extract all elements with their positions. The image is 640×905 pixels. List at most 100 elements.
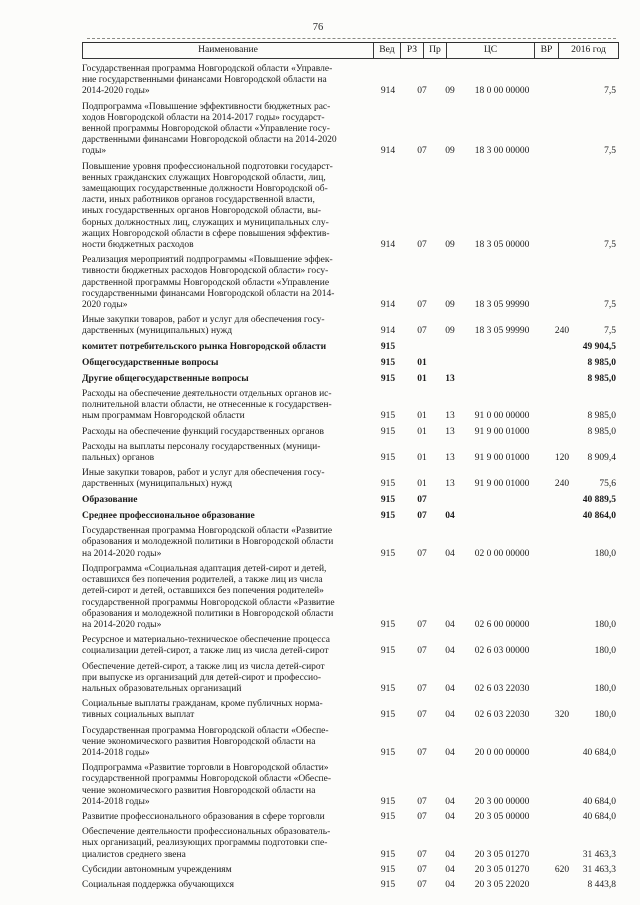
cs-cell: 20 3 05 22020 bbox=[474, 879, 530, 890]
cs-cell: 02 6 03 22030 bbox=[474, 710, 530, 721]
row-name-cell: Государственная программа Новгородской о… bbox=[82, 526, 334, 559]
pr-cell: 09 bbox=[445, 146, 455, 157]
table-row: Обеспечение детей-сирот, а также лиц из … bbox=[82, 662, 619, 696]
amount-cell: 40 684,0 bbox=[582, 747, 616, 758]
pr-cell: 13 bbox=[445, 453, 455, 464]
rz-cell: 07 bbox=[417, 240, 427, 251]
rz-cell: 07 bbox=[417, 300, 427, 311]
cs-cell: 02 0 00 00000 bbox=[474, 548, 530, 559]
amount-cell: 8 985,0 bbox=[587, 358, 617, 369]
col-header-cs: ЦС bbox=[446, 43, 534, 58]
vr-cell: 240 bbox=[554, 326, 570, 337]
pr-cell: 04 bbox=[445, 683, 455, 694]
cs-cell: 20 3 00 00000 bbox=[474, 796, 530, 807]
row-name-cell: Государственная программа Новгородской о… bbox=[82, 725, 329, 758]
row-name-cell: Социальные выплаты гражданам, кроме публ… bbox=[82, 699, 323, 721]
ved-cell: 915 bbox=[380, 619, 396, 630]
rz-cell: 01 bbox=[417, 358, 427, 369]
pr-cell: 13 bbox=[445, 426, 455, 437]
table-row: Расходы на выплаты персоналу государстве… bbox=[82, 442, 619, 464]
rz-cell: 07 bbox=[417, 326, 427, 337]
rz-cell: 07 bbox=[417, 879, 427, 890]
page-number: 76 bbox=[312, 22, 324, 33]
rz-cell: 07 bbox=[417, 864, 427, 875]
amount-cell: 7,5 bbox=[604, 146, 616, 157]
ved-cell: 915 bbox=[380, 411, 396, 422]
table-row: Реализация мероприятий подпрограммы «Пов… bbox=[82, 255, 619, 311]
ved-cell: 915 bbox=[380, 358, 396, 369]
table-row: Иные закупки товаров, работ и услуг для … bbox=[82, 315, 619, 337]
cs-cell: 18 3 05 99990 bbox=[474, 300, 530, 311]
amount-cell: 8 909,4 bbox=[587, 453, 617, 464]
amount-cell: 180,0 bbox=[594, 710, 616, 721]
cs-cell: 18 3 05 00000 bbox=[474, 240, 530, 251]
row-name-cell: Иные закупки товаров, работ и услуг для … bbox=[82, 315, 325, 337]
table-header-row: Наименование Вед РЗ Пр ЦС ВР 2016 год bbox=[82, 38, 619, 59]
row-name-cell: Среднее профессиональное образование bbox=[82, 511, 255, 522]
amount-cell: 180,0 bbox=[594, 548, 616, 559]
ved-cell: 915 bbox=[380, 796, 396, 807]
cs-cell: 18 3 05 99990 bbox=[474, 326, 530, 337]
rz-cell: 07 bbox=[417, 86, 427, 97]
rz-cell: 07 bbox=[417, 495, 427, 506]
pr-cell: 09 bbox=[445, 326, 455, 337]
vr-cell: 620 bbox=[554, 864, 570, 875]
ved-cell: 914 bbox=[380, 240, 396, 251]
amount-cell: 49 904,5 bbox=[582, 342, 616, 353]
table-row: Расходы на обеспечение деятельности отде… bbox=[82, 389, 619, 423]
table-row: Общегосударственные вопросы 915 01 8 985,0 bbox=[82, 358, 619, 369]
ved-cell: 915 bbox=[380, 495, 396, 506]
rz-cell: 07 bbox=[417, 511, 427, 522]
ved-cell: 915 bbox=[380, 811, 396, 822]
row-name-cell: Социальная поддержка обучающихся bbox=[82, 879, 235, 890]
amount-cell: 40 889,5 bbox=[582, 495, 616, 506]
table-row: Подпрограмма «Повышение эффективности бю… bbox=[82, 102, 619, 158]
amount-cell: 7,5 bbox=[604, 86, 616, 97]
ved-cell: 915 bbox=[380, 849, 396, 860]
rz-cell: 07 bbox=[417, 849, 427, 860]
row-name-cell: Расходы на обеспечение деятельности отде… bbox=[82, 389, 332, 422]
cs-cell: 20 3 05 01270 bbox=[474, 864, 530, 875]
ved-cell: 915 bbox=[380, 426, 396, 437]
amount-cell: 8 443,8 bbox=[587, 879, 617, 890]
pr-cell: 04 bbox=[445, 747, 455, 758]
table-row: Социальная поддержка обучающихся 915 07 04 2… bbox=[82, 880, 619, 891]
pr-cell: 04 bbox=[445, 710, 455, 721]
row-name-cell: Ресурсное и материально-техническое обес… bbox=[82, 635, 330, 657]
ved-cell: 915 bbox=[380, 548, 396, 559]
pr-cell: 09 bbox=[445, 240, 455, 251]
pr-cell: 09 bbox=[445, 86, 455, 97]
cs-cell: 91 0 00 00000 bbox=[474, 411, 530, 422]
table-row: Государственная программа Новгородской о… bbox=[82, 726, 619, 760]
row-name-cell: Расходы на выплаты персоналу государстве… bbox=[82, 441, 321, 464]
row-name-cell: Субсидии автономным учреждениям bbox=[82, 864, 232, 875]
rz-cell: 07 bbox=[417, 683, 427, 694]
table-row: Подпрограмма «Социальная адаптация детей… bbox=[82, 564, 619, 631]
pr-cell: 04 bbox=[445, 864, 455, 875]
row-name-cell: Подпрограмма «Социальная адаптация детей… bbox=[82, 563, 335, 630]
amount-cell: 8 985,0 bbox=[587, 411, 617, 422]
table-row: Подпрограмма «Развитие торговли в Новгор… bbox=[82, 763, 619, 808]
table-row: Развитие профессионального образования в… bbox=[82, 812, 619, 823]
pr-cell: 13 bbox=[445, 373, 455, 384]
rz-cell: 07 bbox=[417, 146, 427, 157]
table-row: Образование 915 07 40 889,5 bbox=[82, 495, 619, 506]
budget-table: Наименование Вед РЗ Пр ЦС ВР 2016 год Го… bbox=[82, 38, 619, 891]
row-name-cell: Подпрограмма «Повышение эффективности бю… bbox=[82, 101, 337, 157]
table-row: Среднее профессиональное образование 915 0… bbox=[82, 511, 619, 522]
ved-cell: 915 bbox=[380, 453, 396, 464]
row-name-cell: Обеспечение детей-сирот, а также лиц из … bbox=[82, 661, 325, 694]
table-row: Другие общегосударственные вопросы 915 01 1… bbox=[82, 374, 619, 385]
cs-cell: 02 6 03 00000 bbox=[474, 646, 530, 657]
rz-cell: 01 bbox=[417, 373, 427, 384]
rz-cell: 07 bbox=[417, 548, 427, 559]
row-name-cell: Другие общегосударственные вопросы bbox=[82, 373, 249, 384]
pr-cell: 13 bbox=[445, 411, 455, 422]
table-row: Государственная программа Новгородской о… bbox=[82, 64, 619, 98]
row-name-cell: Расходы на обеспечение функций государст… bbox=[82, 426, 324, 437]
row-name-cell: Повышение уровня профессиональной подгот… bbox=[82, 161, 333, 251]
pr-cell: 04 bbox=[445, 796, 455, 807]
cs-cell: 91 9 00 01000 bbox=[474, 453, 530, 464]
rz-cell: 07 bbox=[417, 747, 427, 758]
cs-cell: 20 0 00 00000 bbox=[474, 747, 530, 758]
